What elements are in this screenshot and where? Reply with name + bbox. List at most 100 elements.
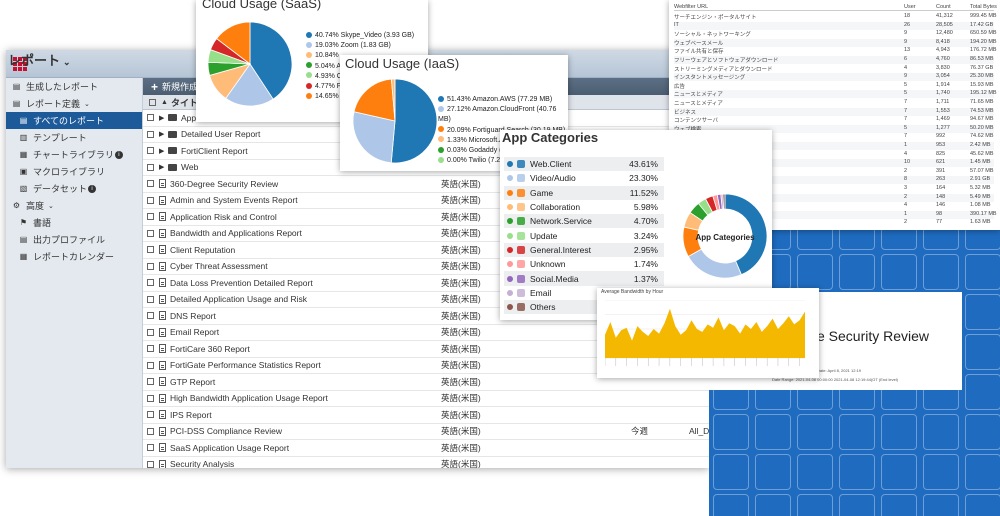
table-cell: 195.12 MB [970,90,997,97]
category-name: Update [530,230,558,241]
sidebar-item[interactable]: ⚙ 高度 ⌄ [6,197,142,214]
legend-entry: 0.03% Godaddy (4 [438,146,568,156]
report-name[interactable]: Security Analysis [170,459,235,468]
report-icon [159,443,166,453]
report-name[interactable]: IPS Report [170,409,212,420]
table-row[interactable]: PCI-DSS Compliance Review 英語(米国) 今週 All_D [143,424,709,440]
report-name[interactable]: Data Loss Prevention Detailed Report [170,277,313,288]
table-row[interactable]: FortiGate Performance Statistics Report 英… [143,358,709,374]
row-checkbox[interactable] [147,394,154,402]
table-row[interactable]: Bandwidth and Applications Report 英語(米国) [143,226,709,242]
expand-arrow-icon[interactable]: ▶ [159,114,165,122]
row-checkbox[interactable] [147,460,154,468]
report-name[interactable]: Application Risk and Control [170,211,277,222]
report-name[interactable]: Admin and System Events Report [170,195,298,206]
row-checkbox[interactable] [147,114,154,122]
report-name[interactable]: FortiCare 360 Report [170,343,250,354]
report-name[interactable]: DNS Report [170,310,216,321]
row-checkbox[interactable] [147,163,154,171]
column-title[interactable]: タイトル [170,97,207,108]
table-row[interactable]: FortiCare 360 Report 英語(米国) [143,341,709,358]
table-row: 広告 5 1,914 15.93 MB [674,82,994,90]
report-language: 英語(米国) [441,310,481,321]
legend-swatch [306,92,312,99]
expand-arrow-icon[interactable]: ▶ [159,131,165,139]
row-checkbox[interactable] [147,147,154,155]
row-checkbox[interactable] [147,345,154,353]
table-row[interactable]: IPS Report 英語(米国) [143,407,709,424]
iaas-pie-chart [353,79,437,163]
report-name[interactable]: PCI-DSS Compliance Review [170,426,282,437]
report-name[interactable]: Web [181,162,199,173]
info-icon: i [114,150,123,159]
table-row[interactable]: Data Loss Prevention Detailed Report 英語(米… [143,275,709,292]
row-checkbox[interactable] [147,295,154,303]
sidebar-item[interactable]: ▤ 出力プロファイル [6,231,142,248]
pattern-tile [965,374,1000,410]
table-row[interactable]: Email Report 英語(米国) [143,325,709,341]
expand-arrow-icon[interactable]: ▶ [159,164,165,172]
table-row[interactable]: GTP Report 英語(米国) [143,374,709,391]
sidebar-item[interactable]: ▦ レポートカレンダー [6,248,142,265]
report-name[interactable]: Client Reputation [170,244,236,255]
table-row[interactable]: 360-Degree Security Review 英語(米国) [143,176,709,193]
report-name[interactable]: Detailed Application Usage and Risk [170,294,308,305]
table-row[interactable]: Cyber Threat Assessment 英語(米国) [143,259,709,275]
chevron-down-icon[interactable]: ⌄ [84,100,90,108]
row-checkbox[interactable] [147,262,154,270]
sidebar-item[interactable]: ▧ データセット i [6,180,142,197]
row-checkbox[interactable] [147,328,154,336]
report-name[interactable]: FortiClient Report [181,145,248,156]
sidebar-item[interactable]: ▤ 生成したレポート [6,78,142,95]
app-menu[interactable]: レポート ⌄ [8,53,71,68]
table-row[interactable]: SaaS Application Usage Report 英語(米国) [143,440,709,457]
row-checkbox[interactable] [147,130,154,138]
report-name[interactable]: Email Report [170,327,220,338]
table-row[interactable]: Security Analysis 英語(米国) [143,457,709,468]
expand-arrow-icon[interactable]: ▶ [159,147,165,155]
sort-icon[interactable]: ▲ [161,98,168,106]
row-checkbox[interactable] [147,312,154,320]
sidebar-item[interactable]: ▤ レポート定義 ⌄ [6,95,142,112]
row-checkbox[interactable] [147,246,154,254]
report-language: 英語(米国) [441,360,481,371]
row-checkbox[interactable] [147,411,154,419]
report-name[interactable]: GTP Report [170,376,216,387]
row-checkbox[interactable] [147,196,154,204]
sidebar-item[interactable]: ▣ マクロライブラリ [6,163,142,180]
row-checkbox[interactable] [147,427,154,435]
select-all-checkbox[interactable] [149,98,156,106]
row-checkbox[interactable] [147,378,154,386]
table-row[interactable]: Detailed Application Usage and Risk 英語(米国… [143,292,709,308]
table-row[interactable]: Admin and System Events Report 英語(米国) [143,193,709,209]
legend-entry: 14.65% C [306,92,414,102]
new-button[interactable]: 新規作成 [162,82,199,92]
row-checkbox[interactable] [147,229,154,237]
row-checkbox[interactable] [147,279,154,287]
report-name[interactable]: 360-Degree Security Review [170,178,279,189]
table-row: IT 26 28,505 17.42 GB [674,21,994,30]
table-row[interactable]: DNS Report 英語(米国) [143,308,709,325]
legend-entry: 1.33% Microsoft.Azure (1.99 MB) [438,136,568,146]
report-name[interactable]: SaaS Application Usage Report [170,442,290,453]
sidebar-item[interactable]: ⚑ 書語 [6,214,142,231]
report-name[interactable]: High Bandwidth Application Usage Report [170,393,328,404]
chevron-down-icon[interactable]: ⌄ [48,202,54,210]
sidebar-item[interactable]: ▦ チャートライブラリ i [6,146,142,163]
table-row[interactable]: Application Risk and Control 英語(米国) [143,209,709,226]
row-checkbox[interactable] [147,213,154,221]
table-row[interactable]: High Bandwidth Application Usage Report 英… [143,391,709,407]
legend-entry: 0.00% Twilio (7.23 [438,156,568,166]
report-name[interactable]: Detailed User Report [181,129,261,140]
table-row[interactable]: Client Reputation 英語(米国) [143,242,709,259]
info-icon: i [88,184,97,193]
table-row[interactable]: ▶ Web [143,160,709,176]
sidebar-item[interactable]: ▤ すべてのレポート [6,112,142,129]
report-name[interactable]: Bandwidth and Applications Report [170,228,302,239]
row-checkbox[interactable] [147,361,154,369]
row-checkbox[interactable] [147,444,154,452]
sidebar-item[interactable]: ▥ テンプレート [6,129,142,146]
report-name[interactable]: FortiGate Performance Statistics Report [170,360,321,371]
report-name[interactable]: Cyber Threat Assessment [170,261,268,272]
row-checkbox[interactable] [147,180,154,188]
